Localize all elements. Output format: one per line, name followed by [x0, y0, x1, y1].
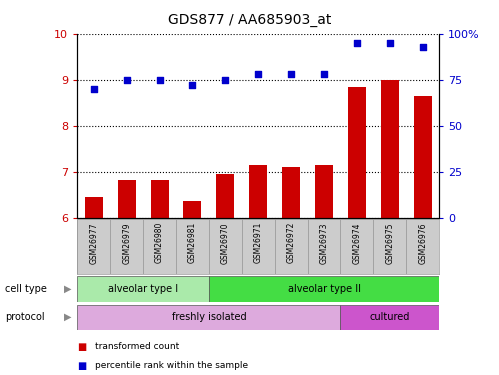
Bar — [340, 219, 373, 274]
Text: GSM26977: GSM26977 — [89, 222, 98, 264]
Text: ▶: ▶ — [63, 284, 71, 294]
Bar — [274, 219, 307, 274]
Point — [386, 40, 394, 46]
Bar — [249, 165, 267, 218]
Point — [90, 86, 98, 92]
Bar — [184, 201, 202, 217]
Point — [353, 40, 361, 46]
Text: transformed count: transformed count — [95, 342, 179, 351]
Bar — [151, 180, 169, 218]
Point — [222, 77, 230, 83]
Bar — [307, 219, 340, 274]
Bar — [282, 167, 300, 218]
Text: GSM26971: GSM26971 — [253, 222, 263, 264]
Point — [189, 82, 197, 88]
Bar — [77, 304, 340, 330]
Bar — [110, 219, 143, 274]
Text: GSM26974: GSM26974 — [352, 222, 361, 264]
Bar — [242, 219, 274, 274]
Text: GSM26970: GSM26970 — [221, 222, 230, 264]
Bar — [143, 219, 176, 274]
Text: alveolar type II: alveolar type II — [287, 284, 360, 294]
Bar — [118, 180, 136, 218]
Text: percentile rank within the sample: percentile rank within the sample — [95, 361, 248, 370]
Point — [156, 77, 164, 83]
Text: ■: ■ — [77, 361, 87, 370]
Text: GSM26979: GSM26979 — [122, 222, 131, 264]
Text: GSM26972: GSM26972 — [286, 222, 295, 264]
Bar — [77, 219, 110, 274]
Text: alveolar type I: alveolar type I — [108, 284, 178, 294]
Bar — [77, 276, 209, 302]
Bar — [176, 219, 209, 274]
Point — [254, 71, 262, 77]
Point — [123, 77, 131, 83]
Bar — [216, 174, 235, 217]
Bar — [340, 304, 439, 330]
Point — [287, 71, 295, 77]
Text: GDS877 / AA685903_at: GDS877 / AA685903_at — [168, 13, 331, 27]
Text: ▶: ▶ — [63, 312, 71, 322]
Text: cell type: cell type — [5, 284, 47, 294]
Text: ■: ■ — [77, 342, 87, 352]
Bar — [209, 219, 242, 274]
Bar — [381, 80, 399, 218]
Bar — [414, 96, 432, 218]
Bar — [406, 219, 439, 274]
Text: GSM26976: GSM26976 — [418, 222, 427, 264]
Text: GSM26975: GSM26975 — [385, 222, 394, 264]
Text: GSM26981: GSM26981 — [188, 222, 197, 263]
Bar — [348, 87, 366, 218]
Text: cultured: cultured — [370, 312, 410, 322]
Bar — [315, 165, 333, 218]
Bar — [209, 276, 439, 302]
Point — [419, 44, 427, 50]
Text: freshly isolated: freshly isolated — [172, 312, 246, 322]
Bar — [85, 197, 103, 217]
Text: GSM26980: GSM26980 — [155, 222, 164, 264]
Text: protocol: protocol — [5, 312, 44, 322]
Bar — [373, 219, 406, 274]
Point — [320, 71, 328, 77]
Text: GSM26973: GSM26973 — [319, 222, 328, 264]
